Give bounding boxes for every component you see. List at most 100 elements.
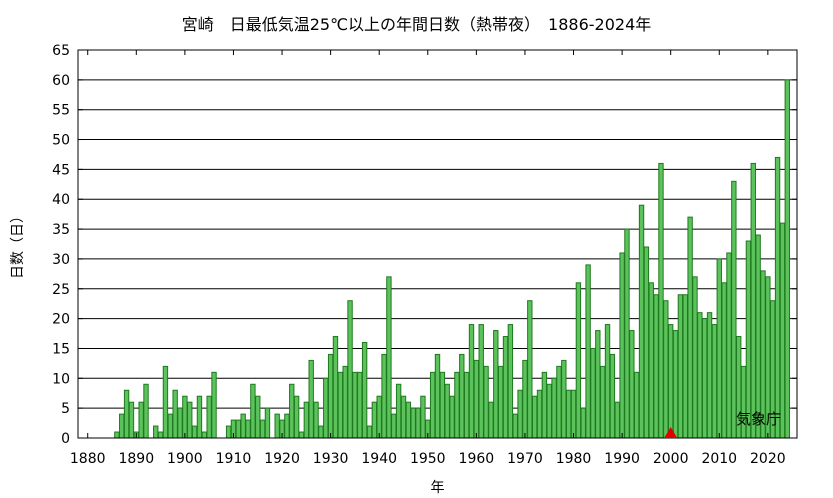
bar-1976 <box>551 377 557 439</box>
bar-1939 <box>371 401 378 439</box>
x-tick-label: 1880 <box>70 451 106 467</box>
bar-1912 <box>240 413 246 439</box>
bar-1904 <box>201 431 207 439</box>
bar-2003 <box>682 294 688 439</box>
bar-2008 <box>706 312 713 439</box>
bar-1913 <box>245 419 251 439</box>
bar-1998 <box>658 162 664 439</box>
bar-1984 <box>590 347 596 439</box>
bar-1947 <box>410 407 416 439</box>
bar-2024 <box>784 79 790 439</box>
bar-1953 <box>439 371 446 439</box>
bar-1894 <box>153 425 159 439</box>
y-tick-label: 50 <box>52 133 70 149</box>
bar-1951 <box>429 371 436 439</box>
y-tick-label: 30 <box>52 252 70 268</box>
x-tick-label: 2000 <box>653 451 689 467</box>
bar-1989 <box>614 401 620 439</box>
y-tick-label: 20 <box>52 312 70 328</box>
bar-1960 <box>473 359 480 439</box>
x-tick-label: 1900 <box>167 451 203 467</box>
bar-1995 <box>643 246 650 439</box>
bar-1942 <box>386 276 392 439</box>
bar-2011 <box>721 282 727 439</box>
bar-1980 <box>570 389 577 439</box>
bar-1886 <box>114 431 120 439</box>
bar-1990 <box>619 252 625 439</box>
credit-label: 気象庁 <box>736 410 781 428</box>
bar-2010 <box>716 258 722 439</box>
bar-1987 <box>604 324 611 439</box>
bar-1917 <box>264 407 271 439</box>
bar-1982 <box>580 407 586 439</box>
bar-1926 <box>308 359 314 439</box>
y-tick-label: 45 <box>52 162 70 178</box>
bar-1919 <box>274 413 280 439</box>
y-tick-label: 40 <box>52 192 70 208</box>
bar-1955 <box>449 395 455 439</box>
bar-2001 <box>672 330 679 439</box>
bar-1941 <box>381 353 387 439</box>
plot-frame <box>77 49 798 439</box>
bar-1972 <box>531 395 538 439</box>
bar-1992 <box>629 330 635 439</box>
bar-1901 <box>187 401 193 439</box>
bar-1961 <box>478 324 484 439</box>
bar-2000 <box>668 324 674 439</box>
bar-1924 <box>298 431 305 439</box>
bar-1931 <box>332 336 339 439</box>
y-axis-title: 日数（日） <box>10 209 26 279</box>
bar-1963 <box>488 401 494 439</box>
bar-1925 <box>303 401 310 439</box>
bar-1997 <box>653 294 659 439</box>
bar-1993 <box>633 371 640 439</box>
bar-1959 <box>468 324 475 439</box>
bar-1973 <box>536 389 543 439</box>
bar-series <box>114 79 790 439</box>
bar-1909 <box>225 425 232 439</box>
x-axis-title: 年 <box>431 480 445 496</box>
bar-1996 <box>648 282 654 439</box>
x-tick-label: 1990 <box>604 451 640 467</box>
bar-1964 <box>493 330 499 439</box>
bar-1927 <box>313 401 319 439</box>
bar-1970 <box>522 359 528 439</box>
bar-1938 <box>366 425 373 439</box>
bar-1966 <box>502 336 509 439</box>
bar-1971 <box>527 300 533 439</box>
bar-1956 <box>454 371 460 439</box>
y-tick-label: 15 <box>52 341 70 357</box>
bar-1988 <box>609 353 616 439</box>
x-tick-label: 1930 <box>313 451 349 467</box>
bar-1934 <box>347 300 353 439</box>
bar-1935 <box>352 371 358 439</box>
bar-1922 <box>289 383 295 439</box>
x-tick-label: 1980 <box>556 451 592 467</box>
bar-1889 <box>128 401 135 439</box>
bar-1943 <box>391 413 397 439</box>
bar-1932 <box>337 371 344 439</box>
bar-2012 <box>726 252 732 439</box>
bar-1892 <box>143 383 149 439</box>
y-tick-label: 60 <box>52 73 70 89</box>
bar-2016 <box>745 240 752 439</box>
bar-1928 <box>318 425 324 439</box>
bar-1949 <box>420 395 426 439</box>
triangle-marker-icon <box>664 427 678 438</box>
bar-1895 <box>157 431 164 439</box>
bar-1952 <box>434 353 441 439</box>
bar-2023 <box>779 222 786 439</box>
x-tick-label: 1910 <box>216 451 252 467</box>
y-tick-label: 10 <box>52 371 70 387</box>
bar-1899 <box>177 407 183 439</box>
bar-1954 <box>444 383 450 439</box>
bar-1965 <box>497 365 504 439</box>
bar-1891 <box>138 401 144 439</box>
bar-1967 <box>507 324 514 439</box>
bar-1985 <box>595 330 601 439</box>
bar-1896 <box>162 365 169 439</box>
bar-1978 <box>561 359 567 439</box>
bar-1957 <box>459 353 465 439</box>
x-tick-label: 2020 <box>750 451 786 467</box>
